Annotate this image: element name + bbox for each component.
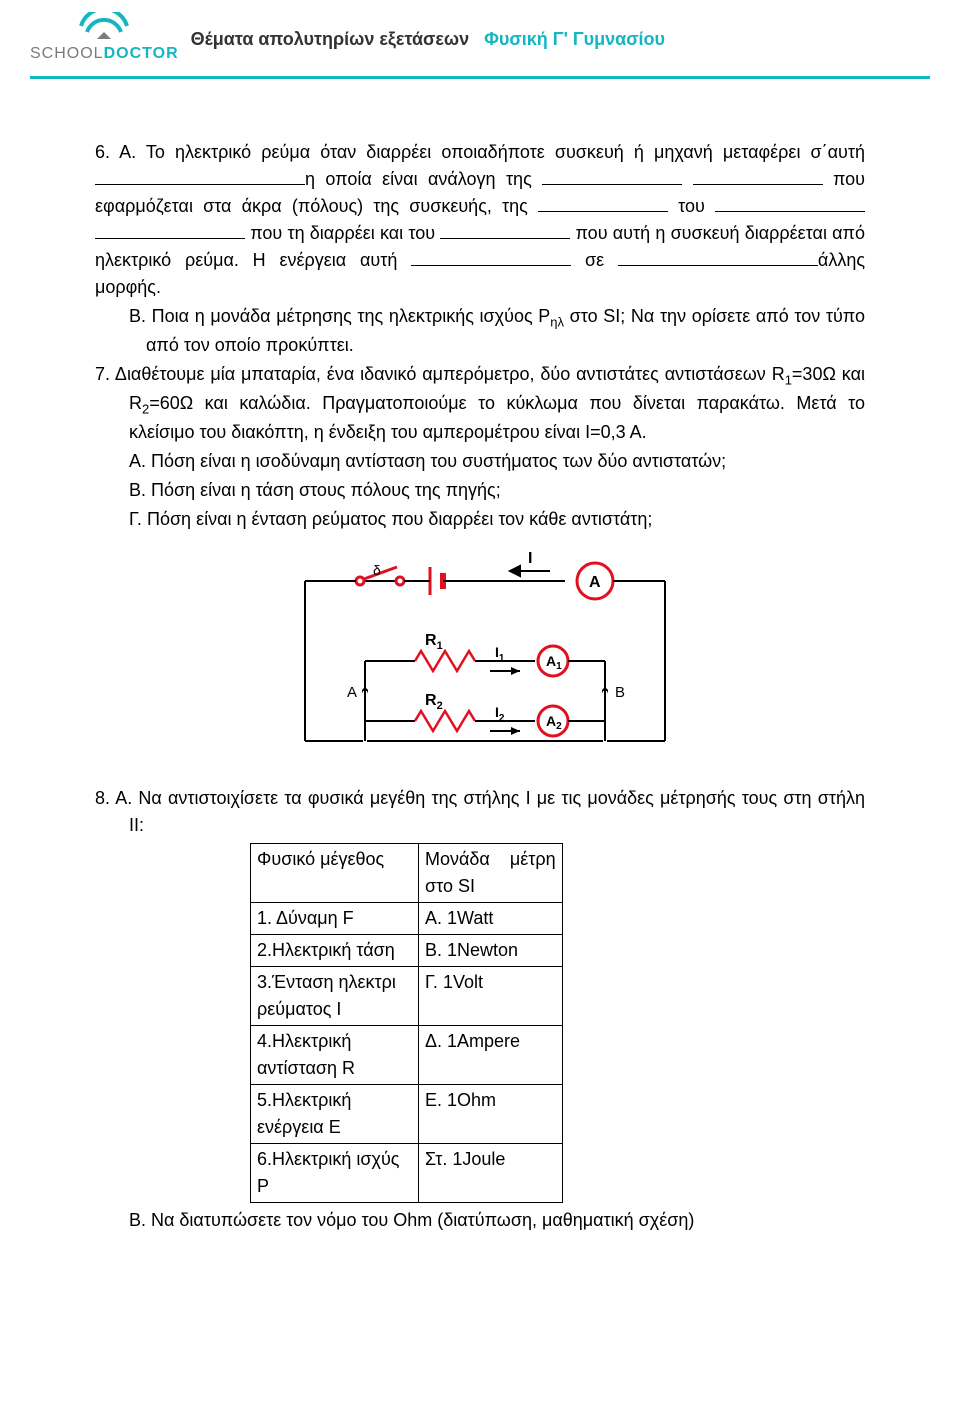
q6a-text-4: του: [668, 196, 715, 216]
cell-line1: 3.Ένταση ηλεκτρι: [257, 972, 396, 992]
match-table: Φυσικό μέγεθος Μονάδα μέτρη στο SI 1. Δύ…: [250, 843, 563, 1203]
header-title: Θέματα απολυτηρίων εξετάσεων Φυσική Γ' Γ…: [191, 26, 665, 53]
q6b-sub: ηλ: [550, 315, 564, 330]
blank-field[interactable]: [95, 168, 305, 185]
table-row: 1. Δύναμη F Α. 1Watt: [251, 903, 563, 935]
cell: Ε. 1Ohm: [419, 1085, 563, 1144]
q7-text-3: =60Ω και καλώδια. Πραγματοποιούμε το κύκ…: [129, 393, 865, 442]
cell-line2: ρεύματος Ι: [257, 999, 341, 1019]
logo-text-left: SCHOOL: [30, 45, 104, 62]
table-row: 6.Ηλεκτρική ισχύς P Στ. 1Joule: [251, 1144, 563, 1203]
cell: 3.Ένταση ηλεκτρι ρεύματος Ι: [251, 967, 419, 1026]
header-title-subject: Φυσική Γ' Γυμνασίου: [484, 29, 665, 49]
cell-line1: 6.Ηλεκτρική ισχύς: [257, 1149, 399, 1169]
table-row: Φυσικό μέγεθος Μονάδα μέτρη στο SI: [251, 844, 563, 903]
logo: SCHOOLDOCTOR: [30, 12, 179, 66]
col2-h-word2: μέτρη: [510, 849, 556, 869]
cell: Β. 1Newton: [419, 935, 563, 967]
q6a-text-5: που τη διαρρέει και του: [245, 223, 440, 243]
circuit-label-node-B: B: [615, 684, 625, 701]
question-6b: Β. Ποια η μονάδα μέτρησης της ηλεκτρικής…: [129, 303, 865, 359]
col1-header: Φυσικό μέγεθος: [251, 844, 419, 903]
question-7b: Β. Πόση είναι η τάση στους πόλους της πη…: [129, 477, 865, 504]
circuit-label-I: I: [528, 550, 532, 567]
page-content: 6. Α. Το ηλεκτρικό ρεύμα όταν διαρρέει ο…: [0, 79, 960, 1276]
blank-field[interactable]: [95, 222, 245, 239]
q6b-text-1: Β. Ποια η μονάδα μέτρησης της ηλεκτρικής…: [129, 306, 550, 326]
cell-line1: 5.Ηλεκτρική: [257, 1090, 351, 1110]
blank-field[interactable]: [411, 249, 571, 266]
blank-field[interactable]: [693, 168, 823, 185]
cell: 6.Ηλεκτρική ισχύς P: [251, 1144, 419, 1203]
cell-line2: P: [257, 1176, 269, 1196]
blank-field[interactable]: [542, 168, 682, 185]
cell-line1: 4.Ηλεκτρική: [257, 1031, 351, 1051]
circuit-diagram: I δ A R1 I1 A1 R2 I2 A2 A B: [265, 541, 695, 771]
table-row: 4.Ηλεκτρική αντίσταση R Δ. 1Ampere: [251, 1026, 563, 1085]
cell: 1. Δύναμη F: [251, 903, 419, 935]
col2-h-line2: στο SI: [425, 876, 475, 896]
col2-h-word1: Μονάδα: [425, 849, 490, 869]
blank-field[interactable]: [440, 222, 570, 239]
cell: Α. 1Watt: [419, 903, 563, 935]
cell-line2: ενέργεια Ε: [257, 1117, 341, 1137]
table-row: 3.Ένταση ηλεκτρι ρεύματος Ι Γ. 1Volt: [251, 967, 563, 1026]
logo-text-right: DOCTOR: [104, 45, 179, 62]
cell: 4.Ηλεκτρική αντίσταση R: [251, 1026, 419, 1085]
blank-field[interactable]: [618, 249, 818, 266]
q7-r1-sub: 1: [785, 373, 792, 388]
question-7c: Γ. Πόση είναι η ένταση ρεύματος που διαρ…: [129, 506, 865, 533]
circuit-label-R1: R1: [425, 632, 443, 652]
circuit-label-delta: δ: [373, 562, 381, 578]
table-row: 2.Ηλεκτρική τάση Β. 1Newton: [251, 935, 563, 967]
cell: Γ. 1Volt: [419, 967, 563, 1026]
wifi-icon: [75, 12, 133, 42]
blank-field[interactable]: [715, 195, 865, 212]
cell: Στ. 1Joule: [419, 1144, 563, 1203]
question-7a: Α. Πόση είναι η ισοδύναμη αντίσταση του …: [129, 448, 865, 475]
cell: 5.Ηλεκτρική ενέργεια Ε: [251, 1085, 419, 1144]
circuit-label-node-A: A: [347, 684, 357, 701]
question-8a: 8. Α. Να αντιστοιχίσετε τα φυσικά μεγέθη…: [95, 785, 865, 839]
col2-header: Μονάδα μέτρη στο SI: [419, 844, 563, 903]
blank-field[interactable]: [538, 195, 668, 212]
cell-line2: αντίσταση R: [257, 1058, 355, 1078]
table-row: 5.Ηλεκτρική ενέργεια Ε Ε. 1Ohm: [251, 1085, 563, 1144]
question-8b: Β. Να διατυπώσετε τον νόμο του Ohm (διατ…: [129, 1207, 865, 1234]
page-header: SCHOOLDOCTOR Θέματα απολυτηρίων εξετάσεω…: [0, 0, 960, 74]
logo-text: SCHOOLDOCTOR: [30, 42, 179, 66]
q6a-text-2: η οποία είναι ανάλογη της: [305, 169, 542, 189]
circuit-label-A: A: [589, 574, 601, 591]
circuit-label-R2: R2: [425, 692, 443, 712]
cell: 2.Ηλεκτρική τάση: [251, 935, 419, 967]
question-7-stem: 7. Διαθέτουμε μία μπαταρία, ένα ιδανικό …: [95, 361, 865, 446]
question-6a: 6. Α. Το ηλεκτρικό ρεύμα όταν διαρρέει ο…: [95, 139, 865, 301]
cell: Δ. 1Ampere: [419, 1026, 563, 1085]
q7-text-1: 7. Διαθέτουμε μία μπαταρία, ένα ιδανικό …: [95, 364, 785, 384]
q6a-text-7: σε: [571, 250, 618, 270]
q6a-text-1: 6. Α. Το ηλεκτρικό ρεύμα όταν διαρρέει ο…: [95, 142, 865, 162]
header-title-prefix: Θέματα απολυτηρίων εξετάσεων: [191, 29, 470, 49]
